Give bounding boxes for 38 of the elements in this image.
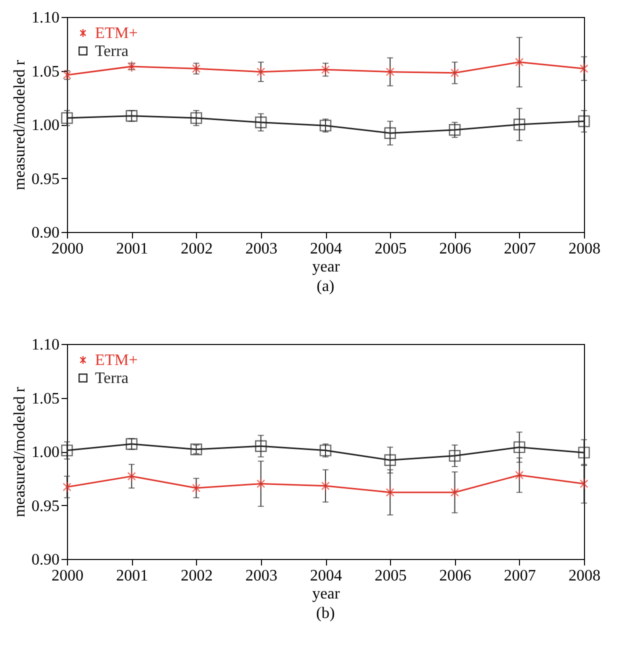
x-tick-label: 2006: [439, 240, 472, 258]
x-tick-label: 2000: [52, 568, 84, 584]
y-tick-label: 1.00: [32, 444, 60, 461]
x-tick-label: 2004: [310, 568, 342, 584]
y-tick-label: 1.05: [32, 63, 60, 80]
y-tick-label: 0.90: [32, 224, 60, 242]
y-tick-label: 1.00: [32, 117, 60, 134]
x-axis-title: year: [312, 258, 340, 276]
x-axis-title: year: [312, 586, 340, 602]
y-axis-title: measured/modeled r: [12, 386, 28, 518]
x-tick-label: 2007: [504, 240, 536, 258]
text: (a): [316, 278, 334, 295]
y-tick-label: 0.95: [32, 498, 60, 515]
x-tick-label: 2001: [116, 240, 148, 258]
x-tick-label: 2008: [568, 568, 600, 584]
legend-label: Terra: [95, 370, 129, 387]
y-tick-label: 0.90: [32, 552, 60, 568]
y-tick-label: 1.05: [32, 390, 60, 408]
x-tick-label: 2002: [180, 240, 213, 258]
legend-label: ETM+: [95, 25, 138, 42]
text: (b): [316, 605, 335, 622]
x-tick-label: 2008: [568, 240, 600, 258]
y-tick-label: 0.95: [32, 170, 60, 188]
x-tick-label: 2007: [504, 568, 536, 584]
legend-label: Terra: [95, 43, 129, 60]
x-tick-label: 2003: [245, 568, 278, 584]
x-tick-label: 2000: [52, 240, 84, 258]
x-tick-label: 2005: [374, 240, 407, 258]
x-tick-label: 2005: [374, 568, 407, 584]
x-tick-label: 2001: [116, 568, 148, 584]
y-tick-label: 1.10: [32, 336, 60, 354]
x-tick-label: 2002: [180, 568, 213, 584]
x-tick-label: 2006: [439, 568, 472, 584]
legend-label: ETM+: [95, 352, 138, 369]
x-tick-label: 2004: [310, 240, 342, 258]
x-tick-label: 2003: [245, 240, 278, 258]
y-tick-label: 1.10: [32, 10, 60, 26]
y-axis-title: measured/modeled r: [12, 59, 28, 190]
